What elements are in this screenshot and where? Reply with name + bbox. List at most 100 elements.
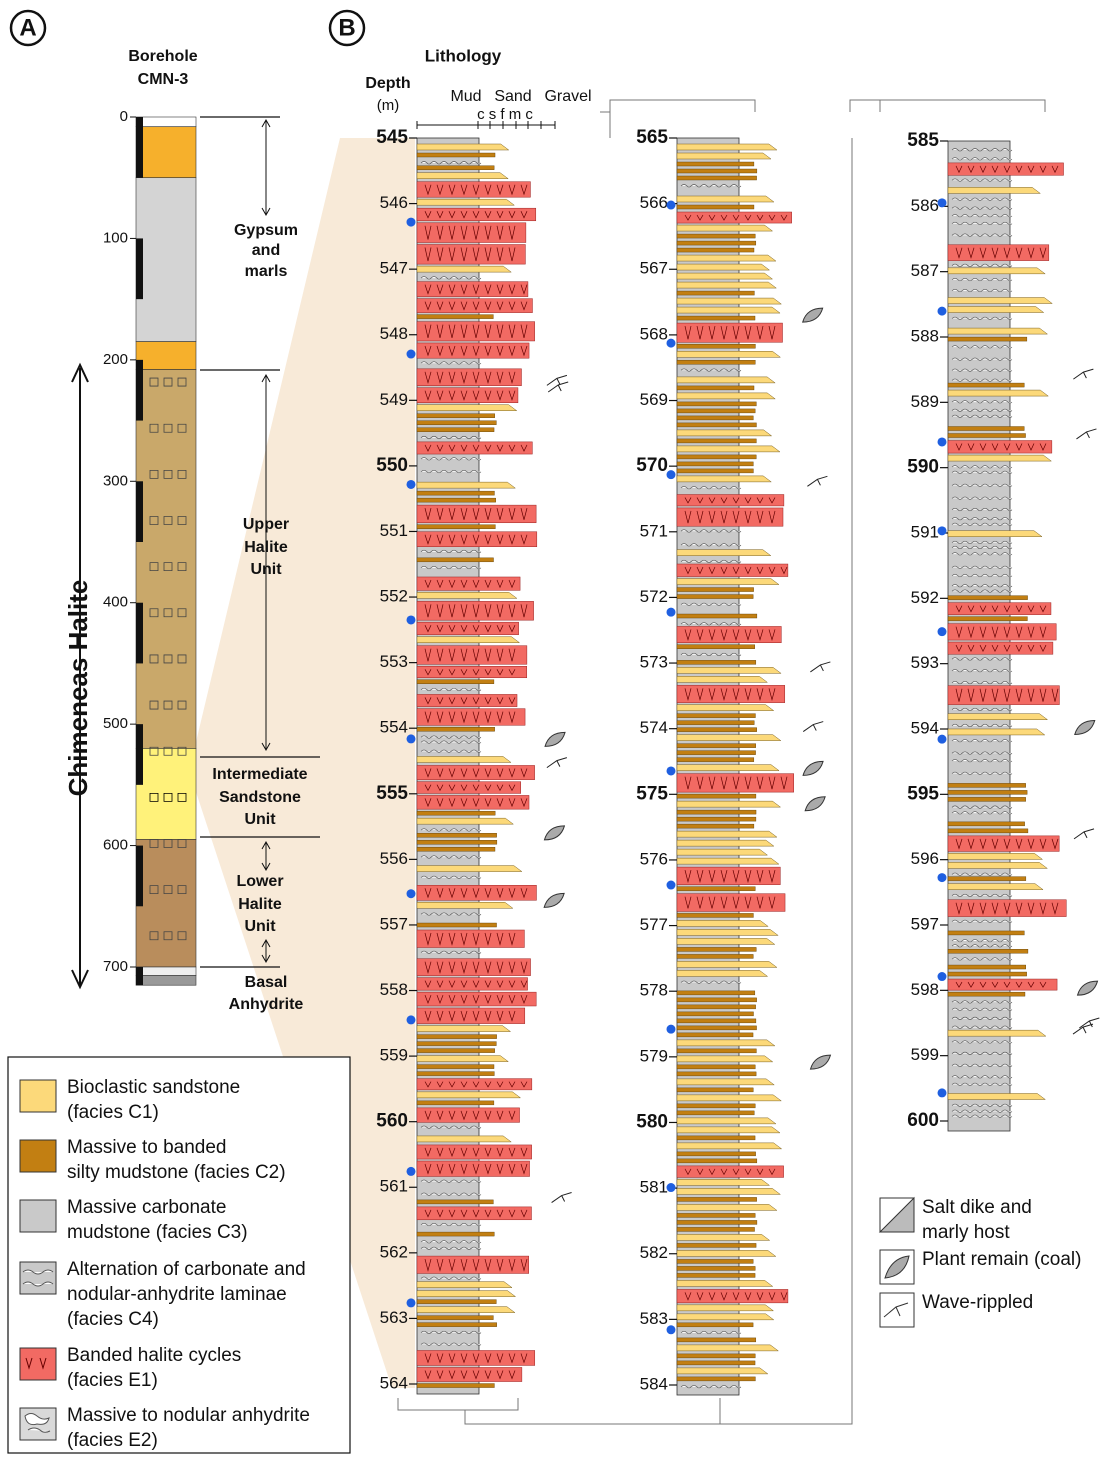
halite-bed: [417, 369, 521, 386]
halite-bed: [677, 685, 785, 702]
depth-tick-label: 565: [636, 127, 668, 148]
sandstone-bed: [948, 268, 1045, 274]
mudstone-bed: [417, 1300, 496, 1304]
mudstone-bed: [677, 721, 754, 725]
stratum: [136, 127, 196, 178]
depth-tick-label: 559: [380, 1046, 408, 1065]
mudstone-bed: [677, 241, 756, 245]
sandstone-bed: [677, 920, 768, 926]
sample-dot: [407, 480, 416, 489]
halite-bed: [417, 782, 521, 794]
sandstone-bed: [677, 1079, 774, 1085]
depth-tick-label: 585: [907, 130, 939, 151]
scale-bar: [136, 117, 143, 178]
sandstone-bed: [417, 405, 517, 411]
halite-bed: [677, 626, 781, 642]
mudstone-bed: [948, 337, 1027, 341]
halite-bed: [677, 564, 788, 577]
sample-dot: [938, 198, 947, 207]
sample-dot: [938, 1088, 947, 1097]
mudstone-bed: [677, 176, 757, 180]
mudstone-bed: [948, 783, 1026, 787]
unit-label: Unit: [244, 918, 276, 935]
legend-swatch: [20, 1200, 56, 1232]
halite-bed: [948, 603, 1051, 615]
halite-bed: [677, 1166, 784, 1178]
sandstone-bed: [677, 840, 774, 846]
mudstone-bed: [677, 1259, 753, 1263]
depth-tick-label: 598: [911, 980, 939, 999]
mudstone-bed: [677, 947, 756, 951]
sandstone-bed: [677, 801, 780, 807]
legend-label: Alternation of carbonate and: [67, 1259, 306, 1280]
depth-tick-label: 700: [103, 958, 128, 975]
mudstone-bed: [948, 877, 1026, 881]
wave-ripple: [547, 375, 567, 385]
sample-dot: [407, 218, 416, 227]
halite-bed: [417, 930, 524, 947]
depth-tick-label: 557: [380, 914, 408, 933]
mudstone-bed: [677, 1152, 756, 1156]
mudstone-bed: [677, 751, 756, 755]
mudstone-bed: [677, 1136, 755, 1140]
halite-bed: [677, 508, 783, 526]
depth-tick-label: 587: [911, 261, 939, 280]
halite-bed: [417, 795, 529, 809]
wave-ripple: [1074, 829, 1094, 839]
mudstone-bed: [677, 1273, 755, 1277]
mudstone-bed: [417, 1232, 494, 1236]
mudstone-bed: [677, 998, 757, 1002]
legend-swatch: [20, 1080, 56, 1112]
mudstone-bed: [677, 1159, 757, 1163]
sandstone-bed: [677, 430, 772, 436]
depth-tick-label: 553: [380, 652, 408, 671]
sandstone-bed: [677, 961, 777, 967]
legend-swatch: [20, 1262, 56, 1294]
sandstone-bed: [677, 307, 780, 313]
halite-bed: [417, 885, 536, 900]
halite-bed: [417, 208, 536, 221]
scale-bar: [136, 603, 143, 664]
mudstone-bed: [417, 1316, 493, 1320]
depth-tick-label: 300: [103, 472, 128, 489]
halite-bed: [417, 765, 535, 779]
sandstone-bed: [417, 199, 514, 205]
sandstone-bed: [677, 377, 775, 383]
mudstone-bed: [677, 1227, 755, 1231]
plant-remain: [544, 826, 564, 840]
sample-dot: [938, 735, 947, 744]
sandstone-bed: [677, 393, 775, 399]
depth-tick-label: 400: [103, 594, 128, 611]
mudstone-bed: [948, 790, 1027, 794]
scale-bar: [136, 967, 143, 985]
depth-tick-label: 572: [640, 587, 668, 606]
mudstone-bed: [948, 931, 1024, 935]
depth-tick-label: 200: [103, 351, 128, 368]
mudstone-bed: [417, 421, 496, 425]
mudstone-bed: [417, 1049, 495, 1053]
sandstone-bed: [677, 1280, 773, 1286]
plant-remain: [1078, 981, 1098, 995]
unit-label: Sandstone: [219, 789, 301, 806]
plant-remain: [803, 308, 823, 322]
sandstone-bed: [677, 273, 772, 279]
sandstone-bed: [677, 282, 776, 288]
halite-bed: [948, 836, 1059, 852]
depth-tick-label: 547: [380, 259, 408, 278]
mudstone-bed: [677, 1019, 756, 1023]
unit-label: and: [252, 242, 280, 259]
depth-tick-label: 575: [636, 783, 668, 804]
depth-tick-label: 590: [907, 457, 939, 478]
borehole-title: Borehole: [128, 48, 197, 65]
depth-tick-label: 578: [640, 981, 668, 1000]
legend-swatch: [20, 1140, 56, 1172]
halite-bed: [417, 1350, 535, 1365]
plant-remain: [805, 797, 825, 811]
halite-bed: [417, 505, 536, 523]
mudstone-bed: [417, 840, 497, 844]
wave-ripple: [1073, 369, 1093, 379]
legend-swatch: [20, 1348, 56, 1380]
wave-ripple: [1079, 1018, 1099, 1028]
grain-classes: c s f m c: [477, 106, 533, 123]
lithology-title: Lithology: [425, 46, 502, 65]
